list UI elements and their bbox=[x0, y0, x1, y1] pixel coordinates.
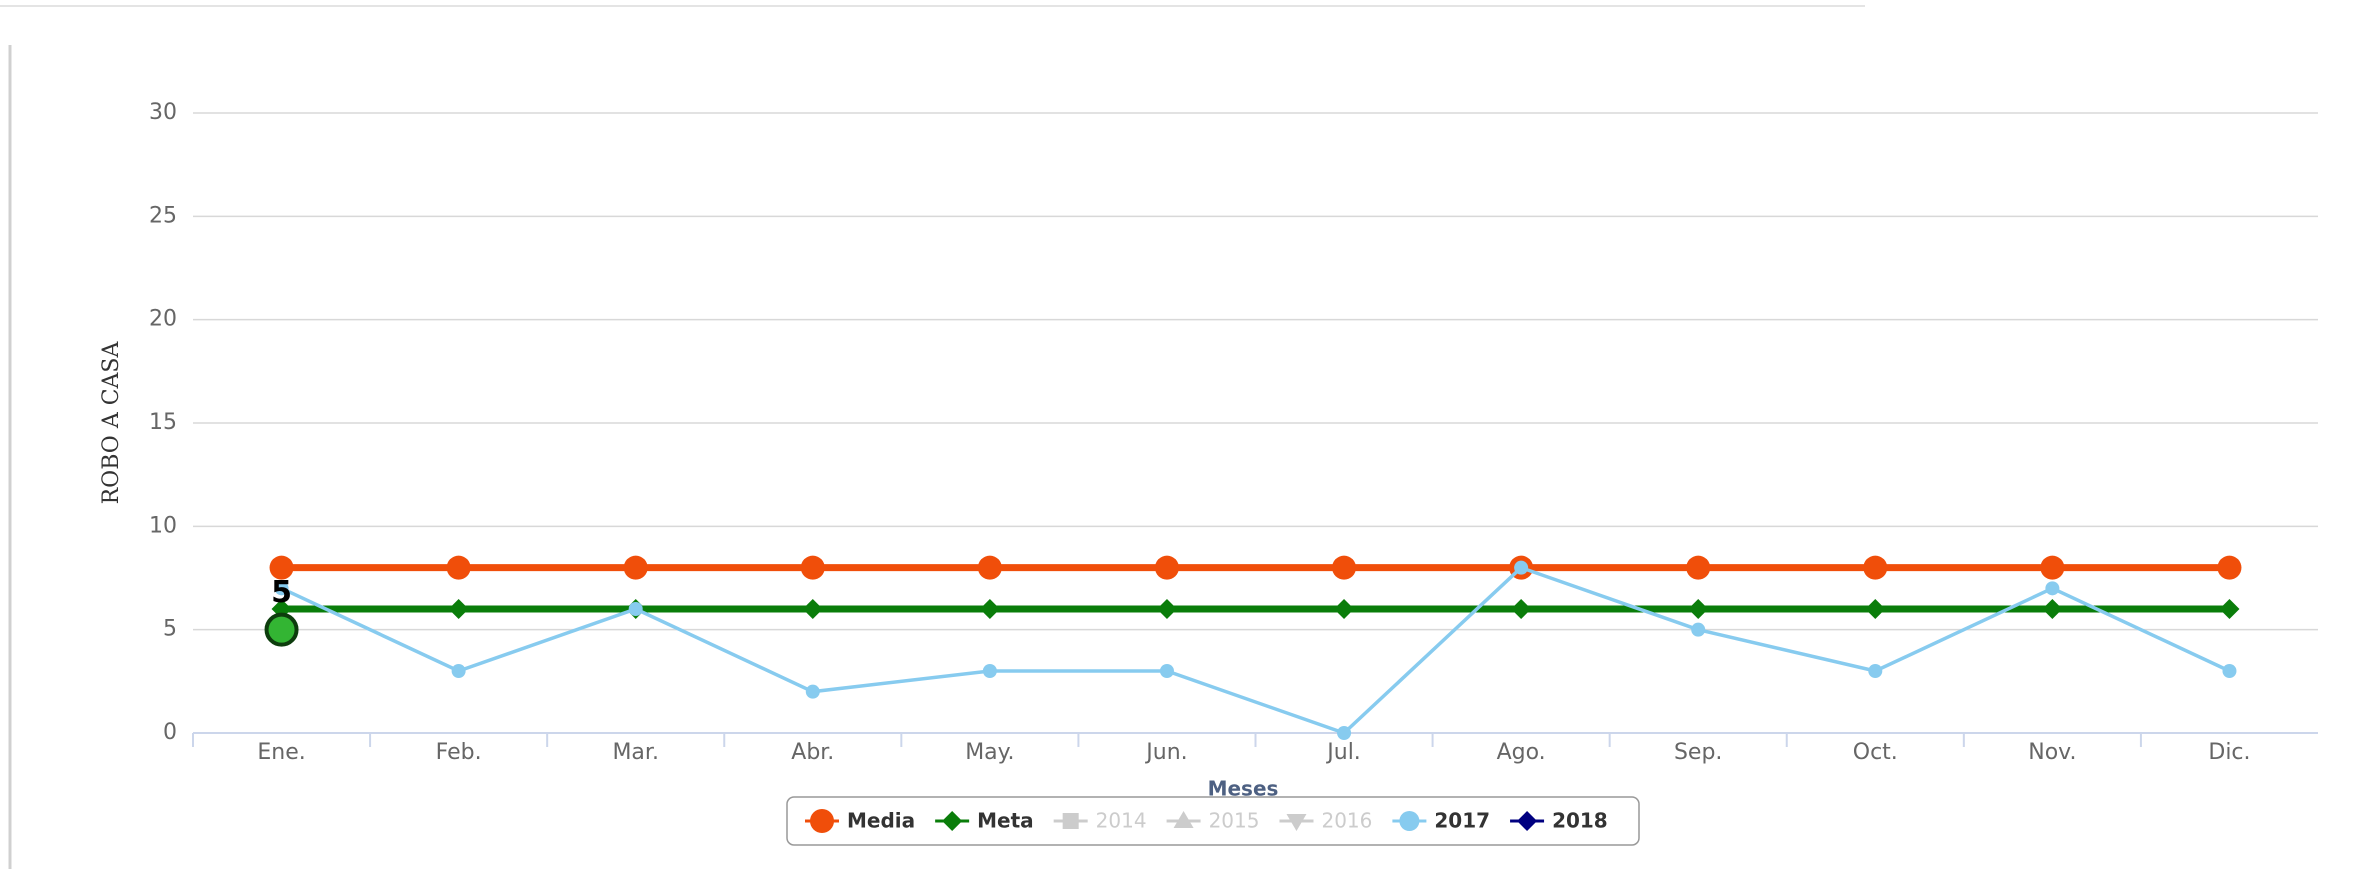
x-tick-label: Jun. bbox=[1144, 740, 1187, 765]
x-tick-label: Ene. bbox=[257, 740, 305, 765]
point bbox=[448, 599, 469, 619]
point bbox=[2217, 555, 2242, 580]
point bbox=[446, 555, 471, 580]
legend-box bbox=[786, 796, 1640, 846]
point bbox=[1865, 599, 1886, 619]
point bbox=[628, 602, 643, 616]
point bbox=[1154, 555, 1179, 580]
series-line bbox=[280, 565, 2231, 736]
y-tick-label: 30 bbox=[149, 100, 177, 125]
data-label: 5 bbox=[271, 575, 292, 610]
legend-label[interactable]: 2017 bbox=[1434, 809, 1490, 833]
point bbox=[2040, 555, 2065, 580]
y-tick-label: 0 bbox=[163, 720, 177, 745]
point bbox=[1334, 599, 1355, 619]
y-tick-label: 20 bbox=[149, 307, 177, 332]
point bbox=[264, 612, 299, 647]
point bbox=[1514, 560, 1529, 575]
legend-marker bbox=[1173, 811, 1194, 828]
point bbox=[979, 599, 1000, 619]
point bbox=[2045, 581, 2060, 596]
x-tick-label: Oct. bbox=[1853, 740, 1898, 765]
x-tick-label: Feb. bbox=[436, 740, 482, 765]
point bbox=[802, 599, 823, 619]
legend-label[interactable]: Media bbox=[847, 809, 915, 833]
point bbox=[451, 664, 466, 678]
legend-marker bbox=[942, 811, 963, 831]
x-tick-label: Ago. bbox=[1497, 740, 1546, 765]
point bbox=[1688, 599, 1709, 619]
legend-marker bbox=[1517, 811, 1538, 831]
legend-marker bbox=[1286, 814, 1307, 831]
legend-label[interactable]: Meta bbox=[977, 809, 1034, 833]
point bbox=[1332, 555, 1357, 580]
point bbox=[1868, 664, 1883, 678]
point bbox=[2219, 599, 2240, 619]
x-tick-label: Mar. bbox=[612, 740, 658, 765]
point bbox=[977, 555, 1002, 580]
point bbox=[1156, 599, 1177, 619]
point bbox=[1159, 664, 1174, 678]
point bbox=[805, 684, 820, 699]
legend-label[interactable]: 2016 bbox=[1321, 809, 1372, 833]
y-tick-label: 15 bbox=[149, 410, 177, 435]
point bbox=[274, 581, 289, 596]
legend-marker bbox=[1062, 813, 1079, 829]
legend-label[interactable]: 2015 bbox=[1209, 809, 1260, 833]
legend-marker bbox=[1399, 811, 1420, 831]
y-tick-label: 5 bbox=[163, 617, 177, 642]
point bbox=[800, 555, 825, 580]
y-tick-label: 25 bbox=[149, 203, 177, 228]
x-tick-label: Jul. bbox=[1325, 740, 1361, 765]
point bbox=[2042, 599, 2063, 619]
x-tick-label: Abr. bbox=[791, 740, 834, 765]
legend-marker bbox=[810, 809, 834, 833]
point bbox=[623, 555, 648, 580]
x-tick-label: Dic. bbox=[2208, 740, 2250, 765]
point bbox=[1511, 599, 1532, 619]
y-axis-title: ROBO A CASA bbox=[99, 341, 124, 505]
point bbox=[2222, 664, 2237, 678]
point bbox=[982, 664, 997, 678]
point bbox=[1863, 555, 1888, 580]
x-tick-label: Sep. bbox=[1674, 740, 1722, 765]
legend-label[interactable]: 2018 bbox=[1552, 809, 1608, 833]
point bbox=[1691, 622, 1706, 637]
point bbox=[1337, 726, 1352, 740]
y-tick-label: 10 bbox=[149, 513, 177, 538]
point bbox=[1686, 555, 1711, 580]
x-tick-label: May. bbox=[965, 740, 1014, 765]
x-tick-label: Nov. bbox=[2028, 740, 2076, 765]
point bbox=[269, 555, 294, 580]
legend-label[interactable]: 2014 bbox=[1096, 809, 1147, 833]
